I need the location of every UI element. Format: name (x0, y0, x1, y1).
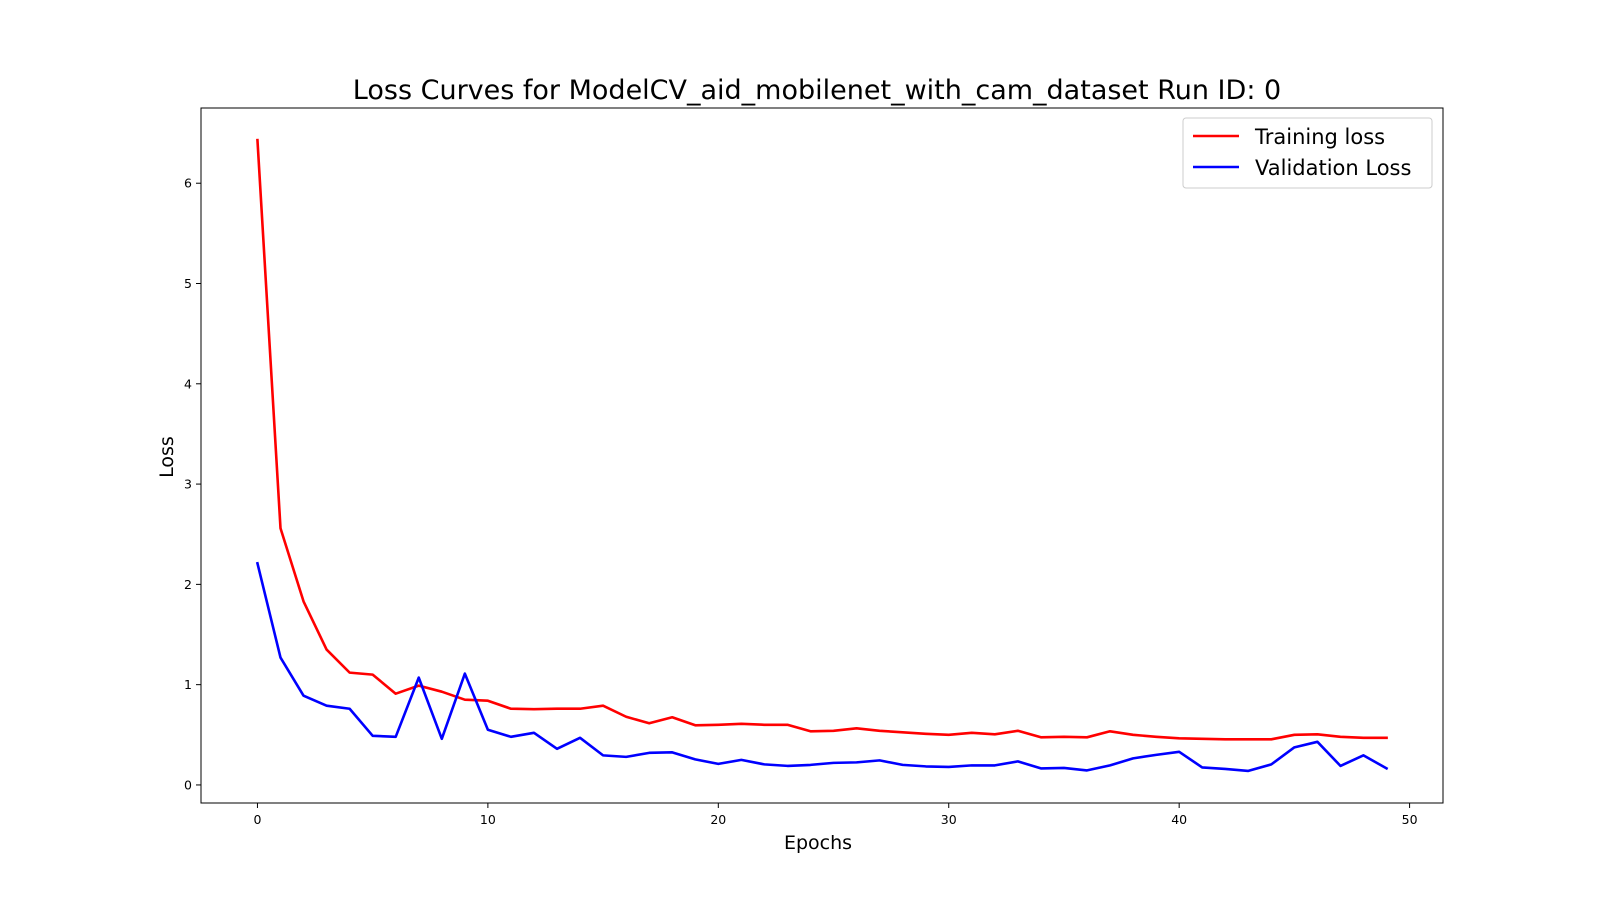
plot-frame (201, 108, 1443, 803)
x-tick-label: 0 (253, 812, 261, 827)
y-tick-label: 6 (184, 176, 192, 191)
legend: Training loss Validation Loss (1183, 118, 1432, 188)
y-tick-label: 4 (184, 376, 192, 391)
x-tick-label: 50 (1402, 812, 1418, 827)
x-tick-label: 30 (941, 812, 957, 827)
chart-title: Loss Curves for ModelCV_aid_mobilenet_wi… (353, 75, 1281, 106)
x-tick-label: 10 (480, 812, 496, 827)
y-tick-label: 1 (184, 677, 192, 692)
legend-label-training-loss: Training loss (1254, 125, 1385, 149)
y-tick-label: 3 (184, 477, 192, 492)
y-axis-label: Loss (156, 436, 178, 478)
series-line-training-loss (257, 140, 1386, 739)
y-tick-label: 0 (184, 777, 192, 792)
series-lines (257, 140, 1386, 771)
legend-label-validation-loss: Validation Loss (1255, 156, 1411, 180)
x-axis-label: Epochs (784, 832, 852, 854)
x-tick-label: 40 (1171, 812, 1187, 827)
x-tick-label: 20 (710, 812, 726, 827)
y-tick-label: 5 (184, 276, 192, 291)
y-tick-label: 2 (184, 577, 192, 592)
